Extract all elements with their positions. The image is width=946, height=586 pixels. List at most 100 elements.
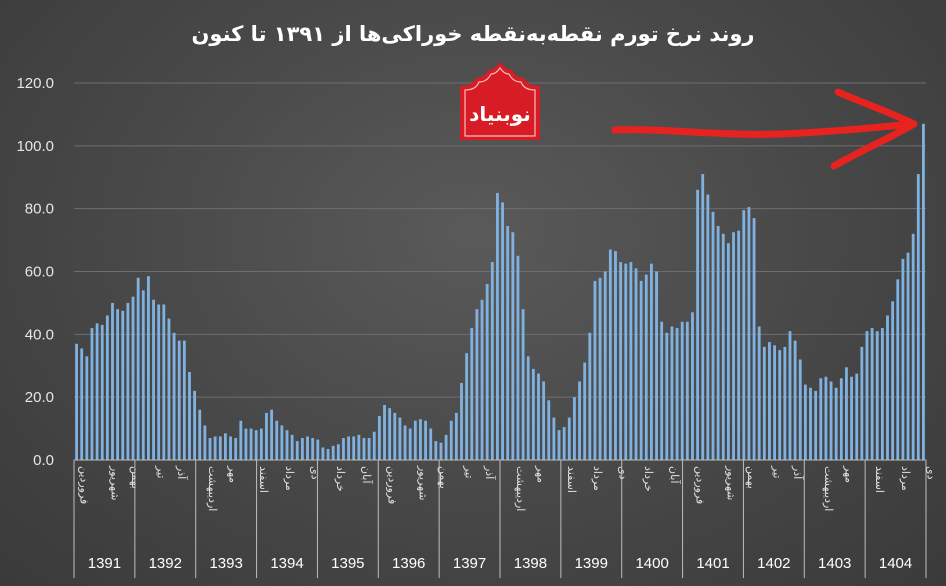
bar bbox=[547, 400, 551, 460]
bar bbox=[501, 202, 504, 460]
bar bbox=[229, 436, 232, 460]
bar bbox=[352, 436, 356, 460]
bar bbox=[111, 302, 114, 460]
bar bbox=[198, 409, 202, 460]
logo-badge-shape bbox=[460, 62, 540, 140]
x-tick-label: بهمن bbox=[129, 466, 142, 489]
bar bbox=[408, 428, 412, 460]
bar bbox=[280, 425, 284, 460]
bar bbox=[203, 425, 207, 460]
bar bbox=[182, 340, 186, 460]
y-axis-ticks: 0.0 20.0 40.0 60.0 80.0 100.0 120.0 bbox=[16, 75, 54, 469]
x-tick-label: اسفند bbox=[257, 466, 270, 493]
bar bbox=[824, 376, 828, 460]
bar bbox=[131, 296, 135, 460]
bar bbox=[311, 438, 315, 460]
bar bbox=[552, 417, 556, 460]
bar bbox=[716, 225, 720, 460]
bar bbox=[357, 434, 361, 460]
bar bbox=[372, 431, 376, 460]
bar bbox=[598, 277, 602, 460]
bar bbox=[85, 356, 89, 460]
bar bbox=[696, 189, 700, 461]
bar bbox=[172, 332, 176, 460]
bar bbox=[80, 348, 84, 460]
year-label: 1392 bbox=[149, 555, 182, 572]
bar bbox=[798, 359, 802, 460]
bar bbox=[383, 405, 386, 460]
year-label: 1395 bbox=[331, 555, 364, 572]
bar bbox=[752, 218, 756, 460]
bar bbox=[193, 390, 197, 460]
x-tick-label: اسفند bbox=[565, 466, 578, 493]
bar bbox=[388, 408, 392, 460]
bar bbox=[711, 211, 715, 460]
year-label: 1398 bbox=[514, 555, 547, 572]
bar bbox=[100, 324, 104, 460]
x-axis bbox=[73, 459, 927, 578]
bar bbox=[896, 279, 900, 460]
bar bbox=[865, 331, 869, 460]
bar bbox=[496, 192, 499, 461]
bar bbox=[793, 340, 797, 460]
bar bbox=[141, 290, 145, 460]
bar bbox=[121, 310, 125, 460]
bar bbox=[809, 387, 812, 460]
bar bbox=[526, 356, 530, 460]
x-tick-label: تیر bbox=[770, 465, 783, 478]
arrow-head bbox=[830, 88, 918, 170]
year-label: 1401 bbox=[696, 555, 729, 572]
bar bbox=[485, 284, 489, 460]
bar bbox=[285, 430, 289, 460]
bar bbox=[721, 233, 725, 460]
bar bbox=[624, 263, 628, 460]
x-tick-label: فروردین bbox=[693, 466, 706, 504]
y-tick-label: 20.0 bbox=[25, 389, 54, 406]
x-tick-label: اردیبهشت bbox=[514, 466, 527, 511]
bar bbox=[680, 321, 684, 460]
x-tick-label: دی bbox=[616, 466, 629, 480]
year-label: 1391 bbox=[88, 555, 121, 572]
bar bbox=[321, 447, 325, 460]
bar bbox=[449, 420, 453, 460]
bar bbox=[839, 378, 843, 460]
bar bbox=[542, 381, 546, 460]
bar bbox=[860, 346, 864, 460]
x-tick-label: مرداد bbox=[899, 466, 912, 491]
x-tick-label: بهمن bbox=[745, 466, 758, 489]
bar bbox=[706, 194, 710, 460]
bar bbox=[665, 332, 669, 460]
x-tick-label: دی bbox=[924, 466, 937, 480]
bar bbox=[619, 262, 623, 460]
bar bbox=[629, 262, 633, 460]
bar bbox=[460, 383, 463, 460]
bar bbox=[562, 427, 566, 460]
bar bbox=[336, 444, 340, 460]
bar bbox=[922, 123, 925, 460]
bar bbox=[742, 210, 746, 460]
nobonyad-logo: نوبنیاد bbox=[460, 62, 540, 140]
arrow-shaft bbox=[611, 120, 916, 138]
bar bbox=[639, 280, 643, 460]
x-tick-label: مهر bbox=[226, 465, 239, 483]
x-tick-label: مهر bbox=[534, 465, 547, 483]
x-axis-month-labels: فروردین شهریور بهمن تیر آذر اردیبهشت مهر اسفند م… bbox=[78, 465, 938, 511]
x-tick-label: شهریور bbox=[724, 465, 737, 500]
bar bbox=[90, 328, 94, 460]
bar bbox=[347, 436, 351, 460]
bar bbox=[757, 326, 761, 460]
bar bbox=[429, 428, 433, 460]
bar bbox=[454, 412, 458, 460]
bar bbox=[773, 345, 777, 460]
x-tick-label: تیر bbox=[463, 465, 476, 478]
bar bbox=[275, 420, 279, 460]
y-tick-label: 40.0 bbox=[25, 326, 54, 343]
bars bbox=[75, 123, 925, 461]
bar bbox=[157, 304, 161, 460]
bar bbox=[778, 350, 782, 460]
bar bbox=[136, 277, 140, 460]
year-label: 1397 bbox=[453, 555, 486, 572]
bar bbox=[244, 428, 248, 460]
bar bbox=[116, 309, 120, 460]
